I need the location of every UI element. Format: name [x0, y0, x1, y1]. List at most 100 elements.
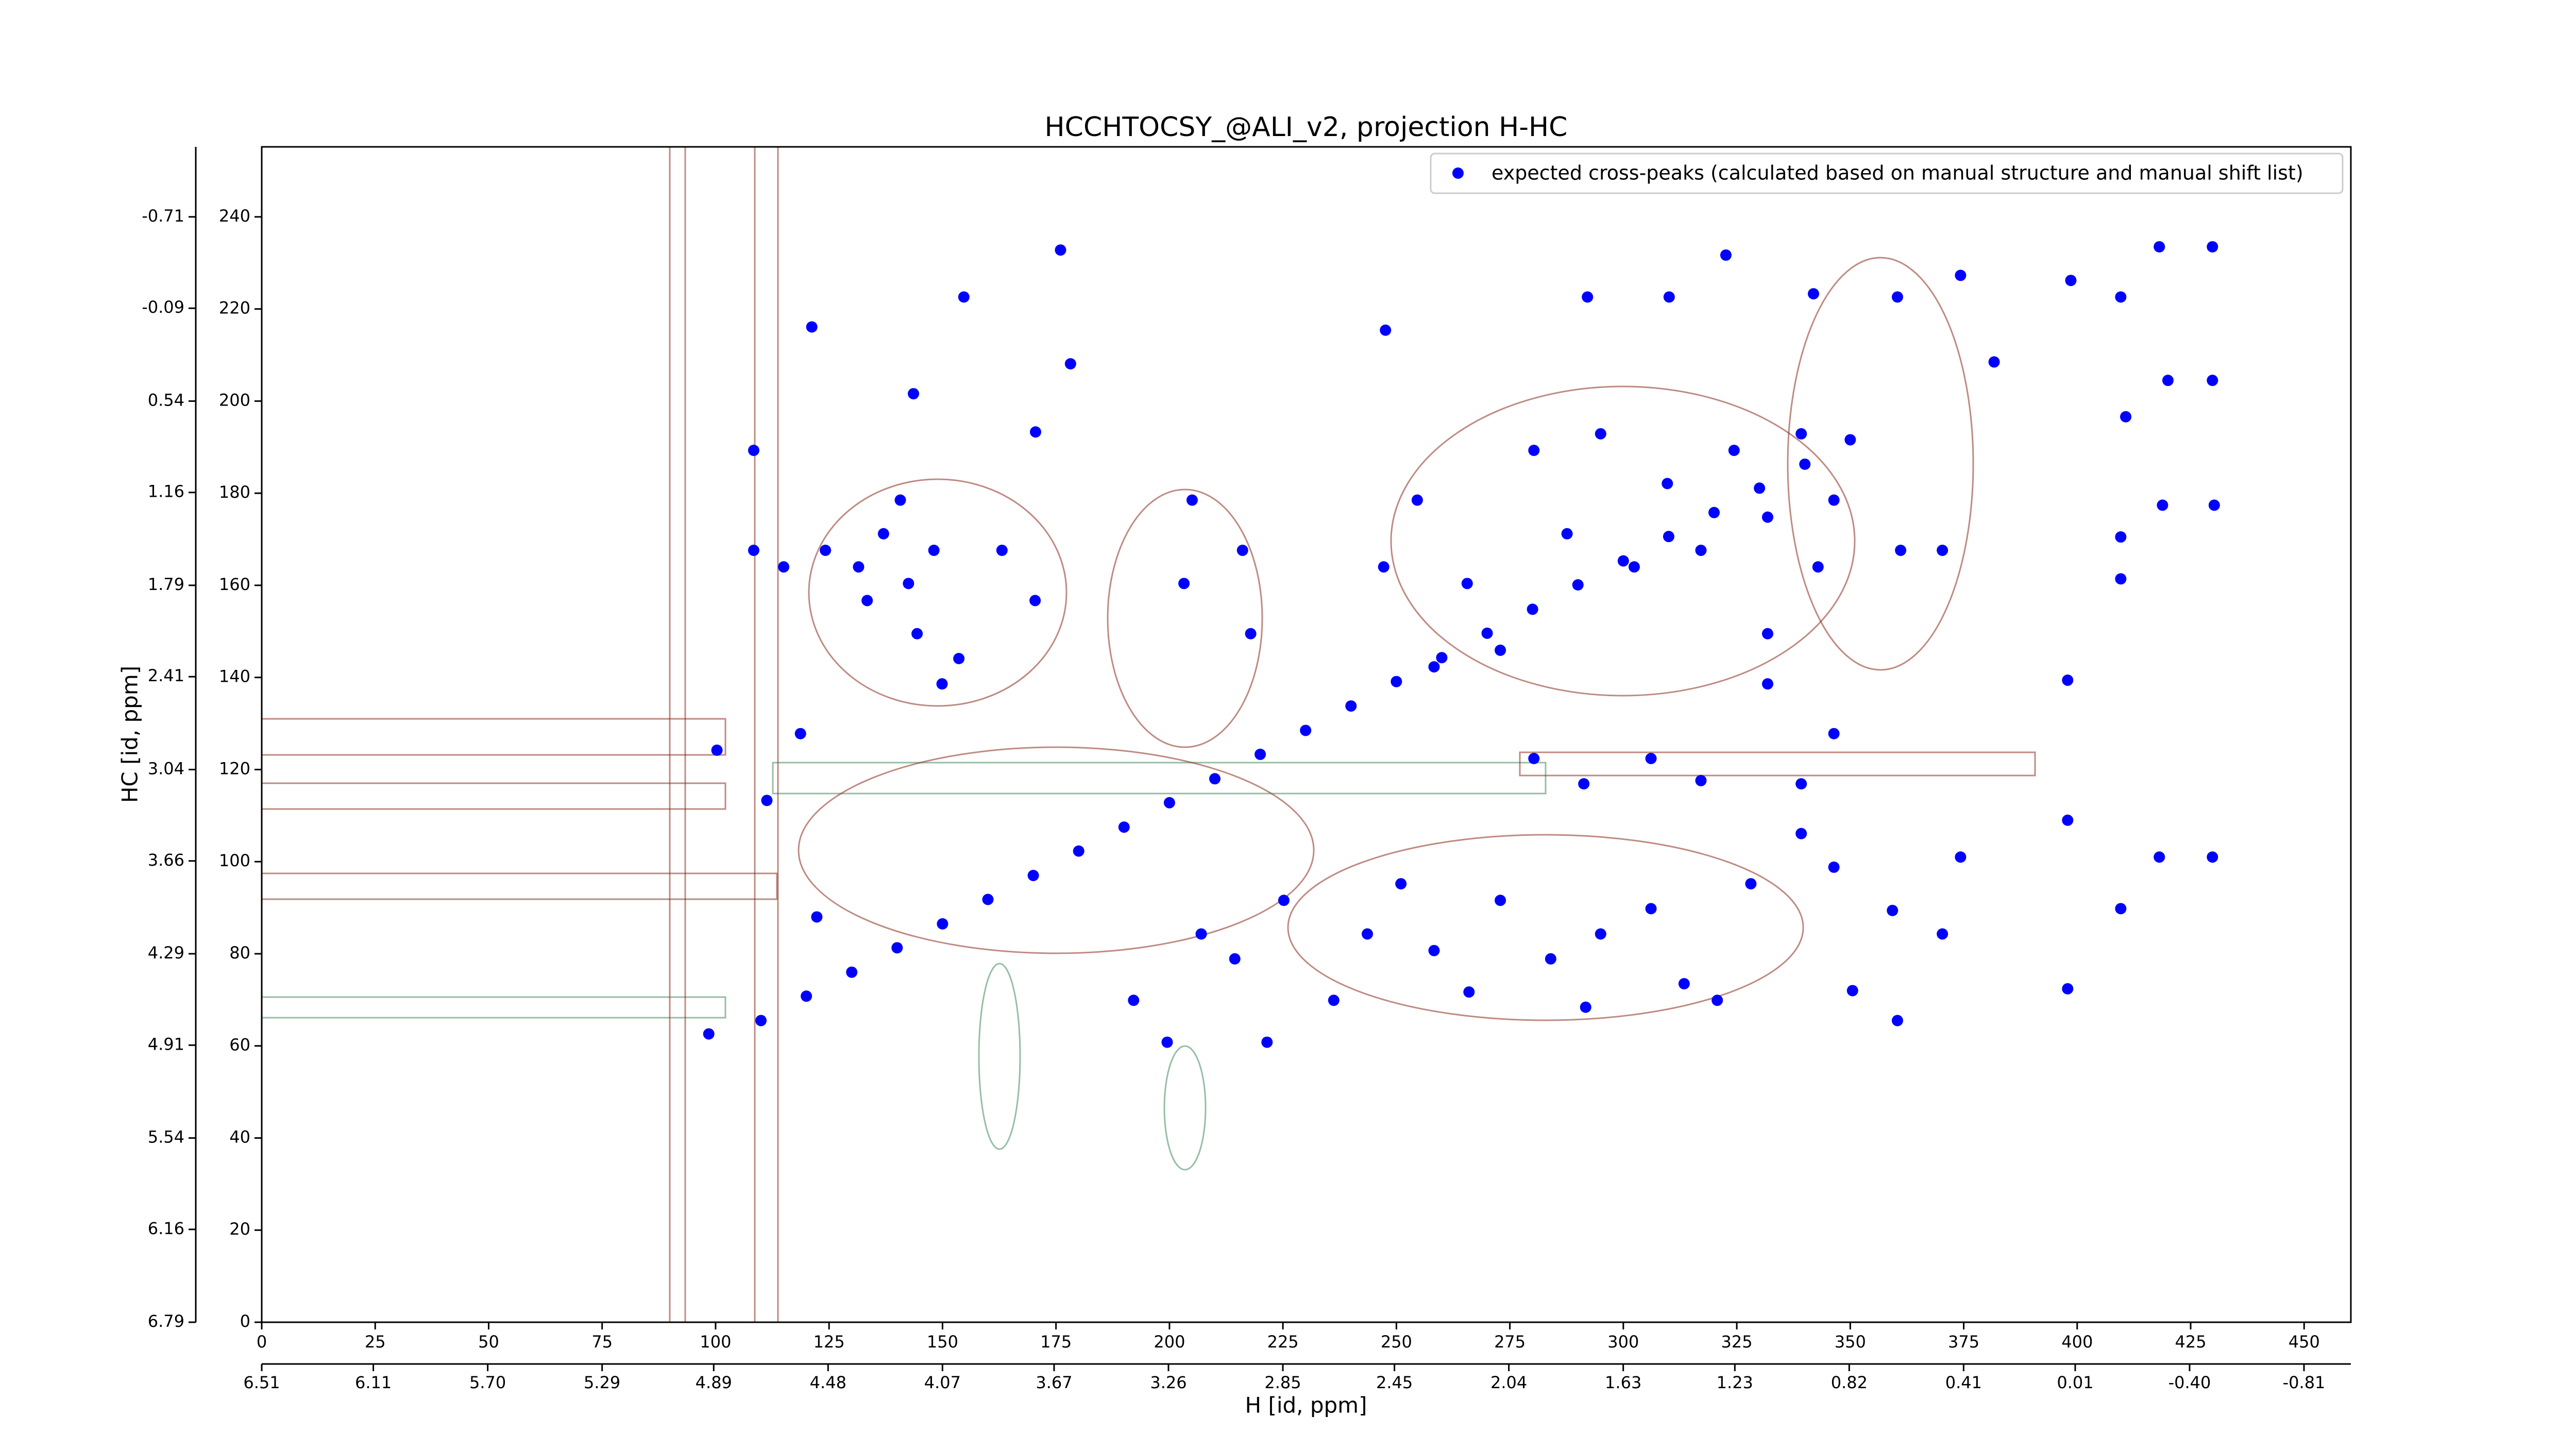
cross-peak	[1463, 986, 1475, 998]
cross-peak	[1378, 561, 1389, 573]
cross-peak	[891, 942, 903, 954]
x2-tick-label: 3.26	[1150, 1373, 1187, 1392]
y2-tick-label: -0.71	[142, 206, 184, 226]
cross-peak	[1662, 478, 1673, 490]
cross-peak	[703, 1028, 715, 1040]
cross-peak	[2207, 375, 2218, 386]
cross-peak	[1461, 578, 1473, 589]
cross-peak	[1628, 561, 1640, 573]
cross-peak	[894, 494, 906, 506]
y-tick-label: 220	[219, 298, 250, 318]
y2-tick-label: 5.54	[148, 1127, 184, 1147]
cross-peak	[1937, 544, 1948, 556]
cross-peak	[1708, 507, 1720, 518]
x2-tick-label: -0.81	[2283, 1373, 2326, 1392]
x-tick-label: 375	[1948, 1332, 1979, 1352]
cross-peak	[1163, 797, 1175, 808]
cross-peak	[1300, 724, 1312, 736]
contour-band	[669, 146, 686, 1323]
x2-tick-label: 4.07	[924, 1373, 961, 1392]
x2-tick-label: -0.40	[2168, 1373, 2211, 1392]
cross-peak	[1027, 870, 1039, 882]
y2-tick-label: 3.66	[148, 850, 184, 870]
legend-box	[1430, 153, 2344, 194]
y2-tick-label: 4.91	[148, 1034, 184, 1054]
y-tick-label: 60	[229, 1035, 250, 1055]
y2-tick-label: 0.54	[148, 390, 184, 410]
cross-peak	[1195, 928, 1207, 940]
x2-tick-label: 1.23	[1717, 1373, 1753, 1392]
x-tick-label: 350	[1835, 1332, 1866, 1352]
contour-blob	[1163, 1045, 1207, 1171]
cross-peak	[1578, 778, 1590, 790]
cross-peak	[1236, 544, 1248, 556]
cross-peak	[1595, 928, 1606, 940]
x2-tick-label: 2.45	[1376, 1373, 1413, 1392]
plot-frame	[261, 146, 2352, 1323]
x-tick-label: 100	[700, 1332, 731, 1352]
cross-peak	[1128, 995, 1140, 1006]
cross-peak	[1617, 555, 1629, 567]
cross-peak	[1844, 434, 1856, 446]
contour-background	[261, 146, 2036, 1323]
cross-peak	[806, 321, 818, 333]
cross-peak	[1955, 851, 1967, 863]
x-tick-label: 175	[1040, 1332, 1072, 1352]
x2-tick-label: 0.82	[1831, 1373, 1868, 1392]
cross-peak	[811, 911, 823, 923]
y-tick-label: 120	[219, 759, 250, 778]
contour-band	[261, 872, 778, 900]
cross-peak	[2154, 851, 2165, 863]
cross-peak	[1828, 728, 1840, 739]
cross-peak	[2115, 903, 2127, 915]
cross-peak	[1073, 845, 1084, 857]
x-tick-label: 425	[2175, 1332, 2206, 1352]
x2-tick-label: 2.85	[1264, 1373, 1301, 1392]
cross-peak	[1795, 828, 1807, 839]
contour-band	[261, 718, 726, 756]
cross-peak	[1807, 288, 1819, 300]
y2-tick-label: 2.41	[148, 666, 184, 685]
x2-tick-label: 4.48	[810, 1373, 846, 1392]
cross-peak	[1178, 578, 1190, 589]
y2-tick-label: 1.79	[148, 575, 184, 594]
cross-peak	[996, 544, 1008, 556]
cross-peak	[1428, 945, 1440, 956]
contour-band	[772, 762, 1547, 795]
cross-peak	[1528, 752, 1540, 764]
cross-peak	[1799, 458, 1811, 470]
cross-peak	[1761, 511, 1773, 523]
cross-peak	[911, 628, 923, 639]
x2-tick-label: 5.29	[584, 1373, 620, 1392]
legend: expected cross-peaks (calculated based o…	[1430, 153, 2344, 194]
cross-peak	[1678, 978, 1690, 990]
cross-peak	[2207, 241, 2218, 252]
contour-blob	[1390, 385, 1856, 697]
x2-tick-label: 0.01	[2057, 1373, 2093, 1392]
contour-blob	[1287, 834, 1804, 1021]
cross-peak	[1436, 652, 1448, 664]
cross-peak	[1186, 494, 1198, 506]
cross-peak	[1720, 249, 1732, 261]
cross-peak	[1528, 445, 1540, 457]
cross-peak	[2065, 275, 2077, 287]
y2-tick-label: 6.16	[148, 1219, 184, 1238]
cross-peak	[1812, 561, 1824, 573]
cross-peak	[1937, 928, 1948, 940]
x-tick-label: 125	[814, 1332, 845, 1352]
cross-peak	[982, 894, 994, 905]
cross-peak	[853, 561, 865, 573]
cross-peak	[903, 578, 914, 589]
cross-peak	[801, 990, 812, 1002]
y2-tick-label: 3.04	[148, 759, 184, 778]
chart-title: HCCHTOCSY_@ALI_v2, projection H-HC	[1045, 112, 1568, 143]
cross-peak	[2115, 573, 2127, 585]
cross-peak	[761, 795, 773, 806]
cross-peak	[1561, 528, 1573, 540]
cross-peak	[1891, 291, 1903, 303]
cross-peak	[1761, 678, 1773, 690]
x-tick-label: 200	[1154, 1332, 1185, 1352]
cross-peak	[794, 728, 806, 739]
y-tick-label: 200	[219, 390, 250, 410]
